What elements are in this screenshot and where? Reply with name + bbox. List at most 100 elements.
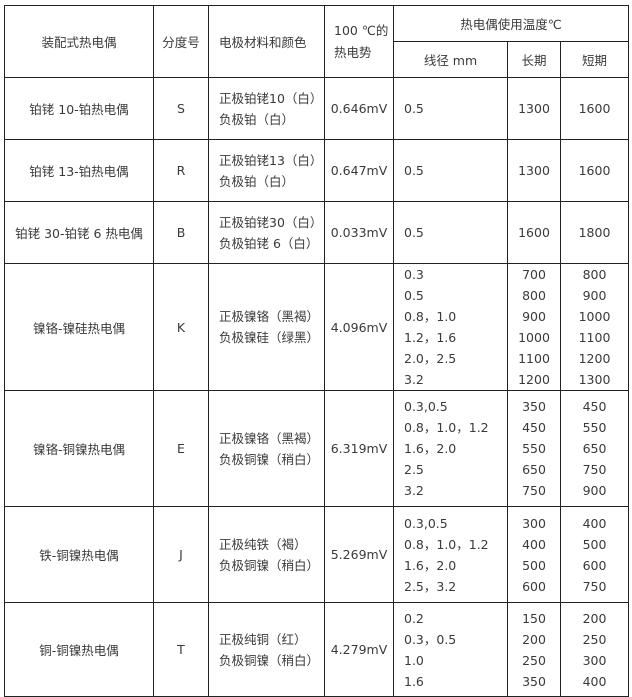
material-line: 正极铂铑13（白） [219, 152, 323, 168]
header-emf: 100 ℃的热电势 [334, 22, 389, 60]
cell-material: 正极镍铬（黑褐） 负极铜镍（稍白） [208, 390, 325, 507]
long-term-line: 1100 [518, 351, 550, 366]
cell-type: 铁-铜镍热电偶 [4, 506, 154, 603]
material-line: 正极铂铑30（白） [219, 214, 323, 230]
cell-material: 正极镍铬（黑褐） 负极镍硅（绿黑） [208, 263, 325, 391]
diameter-line: 0.5 [404, 101, 424, 116]
cell-grade: S [153, 77, 209, 140]
cell-diameters: 0.2 0.3，0.5 1.0 1.6 [393, 602, 508, 697]
header-short-term: 短期 [559, 41, 630, 78]
cell-grade: R [153, 139, 209, 202]
long-term-line: 1600 [518, 225, 550, 240]
cell-emf: 0.647mV [324, 139, 394, 202]
diameter-line: 1.6，2.0 [404, 557, 457, 573]
long-term-line: 400 [522, 536, 546, 552]
short-term-line: 1300 [578, 372, 611, 387]
long-term-line: 550 [522, 441, 546, 456]
diameter-line: 0.3 [404, 267, 424, 282]
diameter-line: 0.8，1.0，1.2 [404, 420, 489, 435]
cell-diameters: 0.3,0.5 0.8，1.0，1.2 1.6，2.0 2.5，3.2 [393, 506, 508, 603]
cell-long-term: 1300 [507, 77, 561, 140]
cell-grade: T [153, 602, 209, 697]
cell-short-term: 1800 [559, 201, 630, 264]
long-term-line: 350 [522, 673, 546, 689]
short-term-line: 550 [582, 420, 607, 435]
cell-diameters: 0.3 0.5 0.8，1.0 1.2，1.6 2.0，2.5 3.2 [393, 263, 508, 391]
diameter-line: 3.2 [404, 483, 424, 498]
diameter-line: 2.0，2.5 [404, 351, 457, 366]
cell-short-term: 800 900 1000 1100 1200 1300 [559, 263, 630, 391]
cell-grade: K [153, 263, 209, 391]
short-term-line: 300 [582, 652, 607, 668]
short-term-line: 1200 [578, 351, 611, 366]
cell-material: 正极纯铜（红） 负极铜镍（稍白） [208, 602, 325, 697]
cell-long-term: 300 400 500 600 [507, 506, 561, 603]
cell-short-term: 1600 [559, 77, 630, 140]
material-line: 正极镍铬（黑褐） [219, 430, 320, 446]
diameter-line: 3.2 [404, 372, 424, 387]
cell-emf: 6.319mV [324, 390, 394, 507]
header-type: 装配式热电偶 [4, 5, 154, 78]
header-material: 电极材料和颜色 [208, 5, 325, 78]
cell-material: 正极铂铑30（白） 负极铂铑 6（白） [208, 201, 325, 264]
material-line: 负极铜镍（稍白） [219, 652, 320, 668]
diameter-line: 2.5 [404, 462, 424, 477]
cell-long-term: 700 800 900 1000 1100 1200 [507, 263, 561, 391]
cell-short-term: 450 550 650 750 900 [559, 390, 630, 507]
table-row: 镍铬-镍硅热电偶 K 正极镍铬（黑褐） 负极镍硅（绿黑） 4.096mV 0.3 0.5 0.… [4, 263, 630, 391]
cell-long-term: 350 450 550 650 750 [507, 390, 561, 507]
short-term-line: 1600 [578, 163, 611, 178]
header-diameter: 线径 mm [393, 41, 508, 78]
material-line: 正极纯铜（红） [219, 631, 307, 647]
long-term-line: 250 [522, 652, 546, 668]
short-term-line: 400 [582, 673, 607, 689]
table-row: 铂铑 10-铂热电偶 S 正极铂铑10（白） 负极铂（白） 0.646mV 0.5 1300… [4, 77, 630, 140]
diameter-line: 2.5，3.2 [404, 578, 457, 594]
cell-type: 铂铑 10-铂热电偶 [4, 77, 154, 140]
cell-grade: J [153, 506, 209, 603]
cell-material: 正极纯铁（褐） 负极铜镍（稍白） [208, 506, 325, 603]
table-row: 铂铑 30-铂铑 6 热电偶 B 正极铂铑30（白） 负极铂铑 6（白） 0.033mV… [4, 201, 630, 264]
long-term-line: 500 [522, 557, 546, 573]
diameter-line: 0.8，1.0 [404, 309, 457, 324]
material-line: 负极铂（白） [219, 173, 295, 189]
cell-long-term: 1600 [507, 201, 561, 264]
material-line: 负极铂（白） [219, 111, 295, 127]
diameter-line: 1.6，2.0 [404, 441, 457, 456]
header-long-term: 长期 [507, 41, 561, 78]
long-term-line: 350 [522, 399, 546, 414]
cell-grade: E [153, 390, 209, 507]
long-term-line: 1300 [518, 101, 550, 116]
long-term-line: 1200 [518, 372, 550, 387]
long-term-line: 600 [522, 578, 546, 594]
diameter-line: 0.3，0.5 [404, 631, 457, 647]
cell-long-term: 1300 [507, 139, 561, 202]
cell-emf: 0.646mV [324, 77, 394, 140]
diameter-line: 1.2，1.6 [404, 330, 457, 345]
diameter-line: 0.5 [404, 163, 424, 178]
material-line: 正极纯铁（褐） [219, 536, 307, 552]
diameter-line: 0.5 [404, 288, 424, 303]
cell-diameters: 0.5 [393, 77, 508, 140]
long-term-line: 1000 [518, 330, 550, 345]
short-term-line: 1600 [578, 101, 611, 116]
diameter-line: 0.5 [404, 225, 424, 240]
material-line: 负极铜镍（稍白） [219, 557, 320, 573]
short-term-line: 750 [582, 462, 607, 477]
table-row: 铁-铜镍热电偶 J 正极纯铁（褐） 负极铜镍（稍白） 5.269mV 0.3,0.5 0.8… [4, 506, 630, 603]
short-term-line: 1000 [578, 309, 611, 324]
table-row: 镍铬-铜镍热电偶 E 正极镍铬（黑褐） 负极铜镍（稍白） 6.319mV 0.3,0.5 0… [4, 390, 630, 507]
material-line: 负极铂铑 6（白） [219, 235, 319, 251]
cell-type: 镍铬-铜镍热电偶 [4, 390, 154, 507]
cell-emf: 5.269mV [324, 506, 394, 603]
long-term-line: 700 [522, 267, 546, 282]
material-line: 正极铂铑10（白） [219, 90, 323, 106]
short-term-line: 900 [582, 288, 607, 303]
long-term-line: 450 [522, 420, 546, 435]
diameter-line: 0.3,0.5 [404, 399, 448, 414]
diameter-line: 0.2 [404, 610, 424, 626]
short-term-line: 600 [582, 557, 607, 573]
cell-short-term: 1600 [559, 139, 630, 202]
short-term-line: 200 [582, 610, 607, 626]
cell-type: 铂铑 13-铂热电偶 [4, 139, 154, 202]
